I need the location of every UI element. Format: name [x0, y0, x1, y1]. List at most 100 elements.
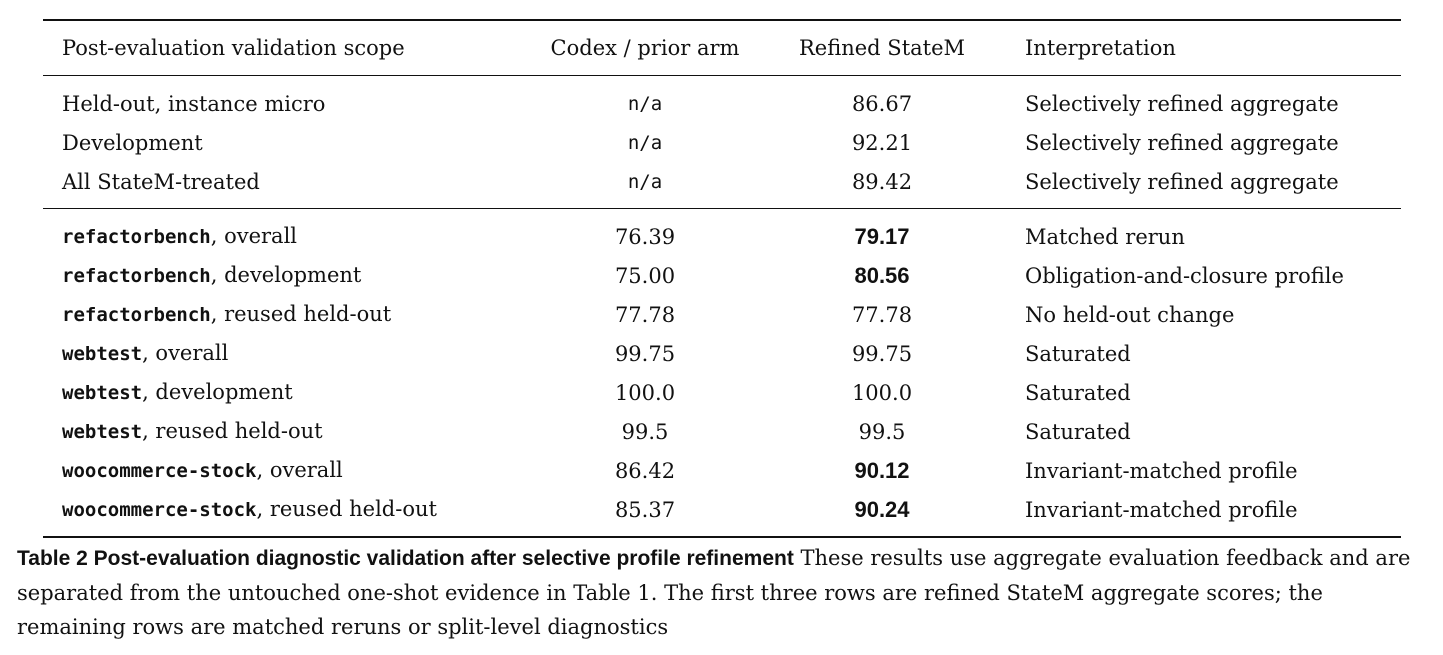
- refined-cell-text: 90.24: [854, 496, 910, 522]
- scope-cell: refactorbench, overall: [43, 217, 521, 256]
- scope-cell: webtest, overall: [43, 334, 521, 373]
- scope-code: refactorbench: [62, 304, 211, 326]
- scope-code: woocommerce-stock: [62, 460, 257, 482]
- scope-cell: Held-out, instance micro: [43, 84, 521, 123]
- table-row: woocommerce-stock, overall 86.42 90.12 Inva…: [43, 451, 1401, 490]
- scope-code: woocommerce-stock: [62, 499, 257, 521]
- codex-cell: 99.75: [521, 334, 769, 373]
- interpretation-cell: Selectively refined aggregate: [995, 84, 1401, 123]
- table-row: webtest, development 100.0 100.0 Saturated: [43, 373, 1401, 412]
- codex-cell-text: 99.5: [621, 419, 669, 444]
- table-row: All StateM-treated n/a 89.42 Selectively re…: [43, 162, 1401, 201]
- interpretation-cell-text: Selectively refined aggregate: [1025, 130, 1339, 155]
- interpretation-cell: Saturated: [995, 373, 1401, 412]
- table-group-2: refactorbench, overall 76.39 79.17 Matched …: [43, 209, 1401, 536]
- table-row: webtest, overall 99.75 99.75 Saturated: [43, 334, 1401, 373]
- codex-cell-text: 86.42: [614, 458, 676, 483]
- codex-cell: 77.78: [521, 295, 769, 334]
- scope-cell: woocommerce-stock, reused held-out: [43, 490, 521, 529]
- table-group-1: Held-out, instance micro n/a 86.67 Selectiv…: [43, 76, 1401, 208]
- interpretation-cell-text: Invariant-matched profile: [1025, 497, 1298, 522]
- codex-cell: n/a: [521, 162, 769, 201]
- interpretation-cell: No held-out change: [995, 295, 1401, 334]
- refined-cell: 80.56: [769, 256, 995, 295]
- interpretation-cell-text: Saturated: [1025, 341, 1131, 366]
- interpretation-cell-text: Saturated: [1025, 419, 1131, 444]
- codex-cell-text: 76.39: [614, 224, 676, 249]
- interpretation-cell: Matched rerun: [995, 217, 1401, 256]
- scope-cell: webtest, reused held-out: [43, 412, 521, 451]
- codex-cell: 99.5: [521, 412, 769, 451]
- interpretation-cell-text: No held-out change: [1025, 302, 1235, 327]
- scope-rest: , reused held-out: [256, 497, 437, 521]
- refined-cell-text: 80.56: [854, 262, 910, 288]
- refined-cell-text: 99.5: [858, 419, 906, 444]
- table-row: refactorbench, overall 76.39 79.17 Matched …: [43, 217, 1401, 256]
- refined-cell-text: 86.67: [851, 91, 913, 116]
- codex-cell: 85.37: [521, 490, 769, 529]
- refined-cell: 90.24: [769, 490, 995, 529]
- codex-cell: n/a: [521, 123, 769, 162]
- interpretation-cell-text: Invariant-matched profile: [1025, 458, 1298, 483]
- interpretation-cell-text: Matched rerun: [1025, 224, 1185, 249]
- scope-code: webtest: [62, 343, 143, 365]
- table-row: Held-out, instance micro n/a 86.67 Selectiv…: [43, 84, 1401, 123]
- scope-cell-text: All StateM-treated: [62, 169, 260, 194]
- refined-cell-text: 99.75: [851, 341, 913, 366]
- group-rule: [43, 208, 1401, 209]
- refined-cell: 89.42: [769, 162, 995, 201]
- interpretation-cell-text: Selectively refined aggregate: [1025, 91, 1339, 116]
- refined-cell-text: 77.78: [851, 302, 913, 327]
- refined-cell: 100.0: [769, 373, 995, 412]
- scope-rest: , overall: [256, 458, 343, 482]
- codex-cell: n/a: [521, 84, 769, 123]
- codex-cell-text: 100.0: [614, 380, 676, 405]
- scope-code: webtest: [62, 421, 143, 443]
- refined-cell-text: 92.21: [851, 130, 913, 155]
- bottom-rule: [43, 536, 1401, 538]
- scope-cell: woocommerce-stock, overall: [43, 451, 521, 490]
- table-caption: Table 2 Post-evaluation diagnostic valid…: [17, 541, 1429, 644]
- interpretation-cell: Obligation-and-closure profile: [995, 256, 1401, 295]
- scope-code: webtest: [62, 382, 143, 404]
- interpretation-cell: Invariant-matched profile: [995, 451, 1401, 490]
- refined-cell: 77.78: [769, 295, 995, 334]
- interpretation-cell: Saturated: [995, 412, 1401, 451]
- codex-cell: 75.00: [521, 256, 769, 295]
- scope-rest: , reused held-out: [210, 302, 392, 326]
- table-row: refactorbench, development 75.00 80.56 Obli…: [43, 256, 1401, 295]
- interpretation-cell-text: Obligation-and-closure profile: [1025, 263, 1344, 288]
- refined-cell-text: 79.17: [854, 223, 910, 249]
- results-table: Post-evaluation validation scope Codex /…: [43, 19, 1401, 538]
- header-codex: Codex / prior arm: [550, 36, 740, 60]
- codex-cell-text: n/a: [627, 93, 663, 115]
- codex-cell-text: 75.00: [614, 263, 676, 288]
- table-header: Post-evaluation validation scope Codex /…: [43, 21, 1401, 75]
- scope-rest: , reused held-out: [142, 419, 323, 443]
- table-row: woocommerce-stock, reused held-out 85.37 9…: [43, 490, 1401, 529]
- scope-cell: refactorbench, reused held-out: [43, 295, 521, 334]
- refined-cell: 92.21: [769, 123, 995, 162]
- codex-cell-text: n/a: [627, 132, 663, 154]
- scope-rest: , overall: [142, 341, 229, 365]
- table-row: webtest, reused held-out 99.5 99.5 Saturate…: [43, 412, 1401, 451]
- interpretation-cell: Selectively refined aggregate: [995, 123, 1401, 162]
- scope-cell: All StateM-treated: [43, 162, 521, 201]
- scope-rest: , development: [142, 380, 293, 404]
- scope-cell: refactorbench, development: [43, 256, 521, 295]
- interpretation-cell: Invariant-matched profile: [995, 490, 1401, 529]
- codex-cell-text: 77.78: [614, 302, 676, 327]
- header-refined: Refined StateM: [798, 36, 966, 60]
- header-row: Post-evaluation validation scope Codex /…: [43, 21, 1401, 75]
- scope-code: refactorbench: [62, 265, 211, 287]
- interpretation-cell: Saturated: [995, 334, 1401, 373]
- codex-cell-text: 85.37: [614, 497, 676, 522]
- interpretation-cell-text: Selectively refined aggregate: [1025, 169, 1339, 194]
- header-scope: Post-evaluation validation scope: [62, 36, 405, 60]
- refined-cell: 90.12: [769, 451, 995, 490]
- header-interpretation: Interpretation: [1025, 36, 1176, 60]
- scope-cell-text: Development: [62, 130, 203, 155]
- refined-cell-text: 90.12: [854, 457, 910, 483]
- scope-cell: Development: [43, 123, 521, 162]
- interpretation-cell-text: Saturated: [1025, 380, 1131, 405]
